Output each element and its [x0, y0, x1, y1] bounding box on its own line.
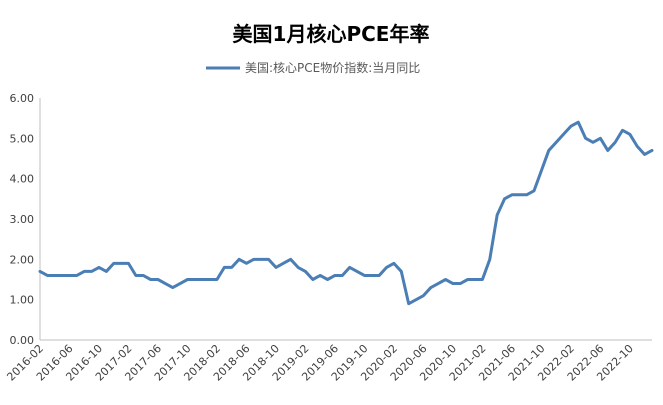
y-tick-label: 4.00	[10, 173, 35, 186]
legend: 美国:核心PCE物价指数:当月同比	[206, 60, 420, 75]
legend-label: 美国:核心PCE物价指数:当月同比	[245, 60, 420, 75]
chart-title: 美国1月核心PCE年率	[233, 22, 430, 46]
y-tick-label: 1.00	[10, 294, 35, 307]
x-tick-labels: 2016-022016-062016-102017-022017-062017-…	[4, 342, 636, 384]
y-tick-label: 0.00	[10, 334, 35, 347]
series-layer	[38, 120, 654, 306]
series-line	[38, 120, 654, 306]
y-tick-label: 2.00	[10, 253, 35, 266]
y-tick-label: 3.00	[10, 213, 35, 226]
y-tick-label: 5.00	[10, 132, 35, 145]
y-tick-label: 6.00	[10, 92, 35, 105]
y-tick-labels: 0.00 1.00 2.00 3.00 4.00 5.00 6.00	[10, 92, 35, 347]
